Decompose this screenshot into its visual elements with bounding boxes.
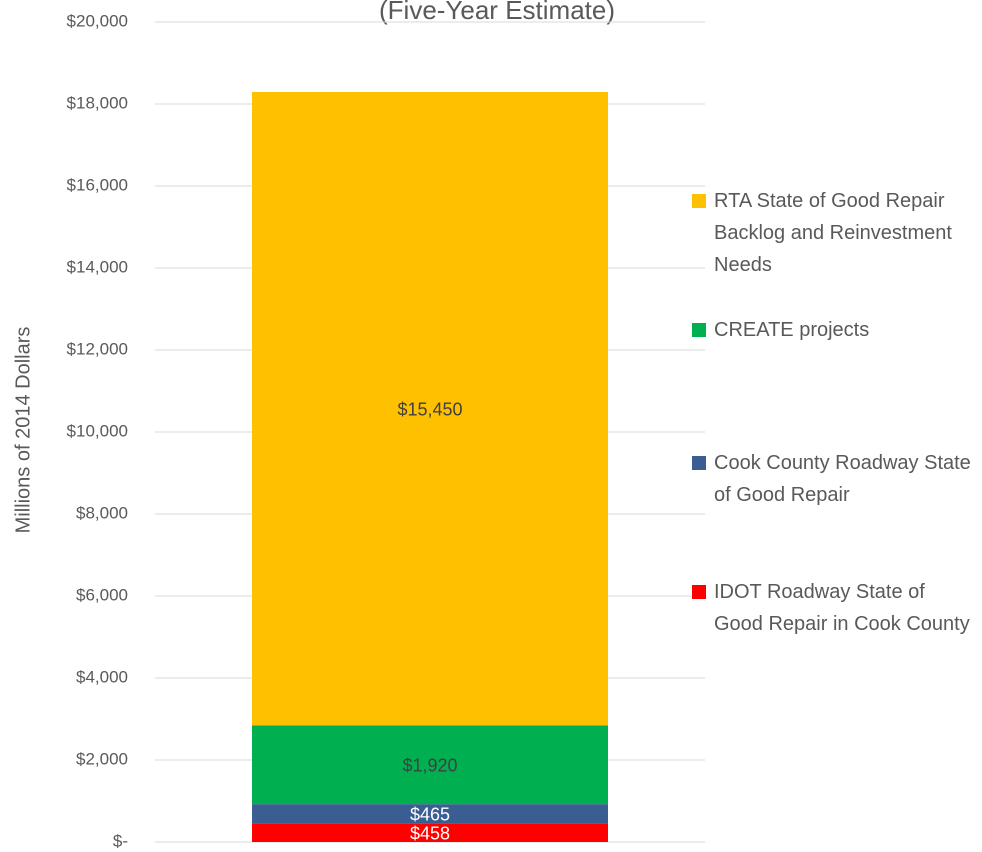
y-tick-label: $18,000: [67, 93, 128, 112]
y-tick-label: $4,000: [76, 667, 128, 686]
chart-title: (Five-Year Estimate): [379, 0, 615, 25]
data-label: $1,920: [402, 756, 457, 776]
legend-label: RTA State of Good Repair Backlog and Rei…: [714, 190, 952, 276]
y-tick-label: $14,000: [67, 257, 128, 276]
legend-label: IDOT Roadway State of Good Repair in Coo…: [714, 581, 970, 635]
data-label: $458: [410, 823, 450, 843]
y-tick-label: $2,000: [76, 749, 128, 768]
y-tick-label: $20,000: [67, 11, 128, 30]
bar-segment: [252, 91, 608, 726]
y-tick-label: $10,000: [67, 421, 128, 440]
bar-segment: [252, 823, 608, 842]
legend-swatch: [692, 456, 706, 470]
legend-swatch: [692, 323, 706, 337]
data-label: $465: [410, 804, 450, 824]
y-tick-label: $12,000: [67, 339, 128, 358]
data-label: $15,450: [397, 399, 462, 419]
y-axis-label: Millions of 2014 Dollars: [12, 327, 34, 534]
y-tick-label: $16,000: [67, 175, 128, 194]
y-tick-label: $8,000: [76, 503, 128, 522]
bar-segment: [252, 804, 608, 824]
legend-label: Cook County Roadway State of Good Repair: [714, 452, 971, 506]
legend-label: CREATE projects: [714, 319, 870, 341]
legend-swatch: [692, 194, 706, 208]
legend-swatch: [692, 585, 706, 599]
y-tick-label: $6,000: [76, 585, 128, 604]
bar-segment: [252, 725, 608, 805]
y-tick-label: $-: [113, 831, 128, 850]
